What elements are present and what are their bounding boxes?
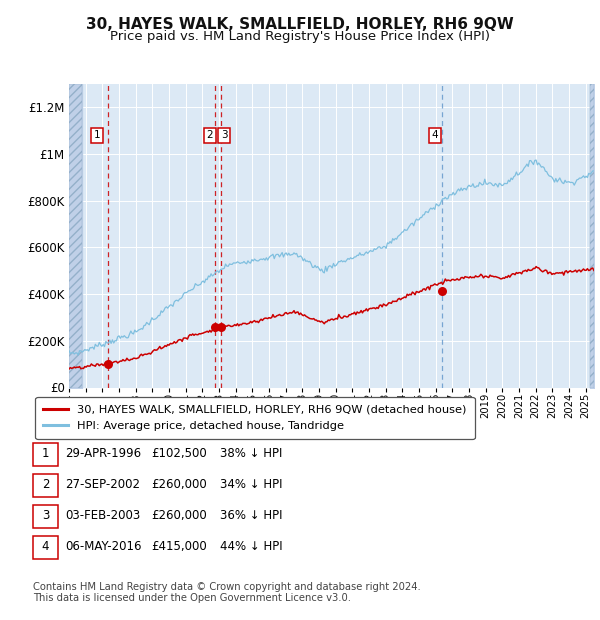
Text: 4: 4 [431,130,438,140]
Text: 44% ↓ HPI: 44% ↓ HPI [220,541,283,553]
Text: Price paid vs. HM Land Registry's House Price Index (HPI): Price paid vs. HM Land Registry's House … [110,30,490,43]
Text: 1: 1 [42,448,49,460]
Text: 36% ↓ HPI: 36% ↓ HPI [220,510,283,522]
Text: 27-SEP-2002: 27-SEP-2002 [65,479,140,491]
Text: Contains HM Land Registry data © Crown copyright and database right 2024.
This d: Contains HM Land Registry data © Crown c… [33,582,421,603]
Text: £260,000: £260,000 [151,510,207,522]
Text: 3: 3 [221,130,227,140]
Text: 29-APR-1996: 29-APR-1996 [65,448,142,460]
Text: 4: 4 [42,541,49,553]
Text: 30, HAYES WALK, SMALLFIELD, HORLEY, RH6 9QW: 30, HAYES WALK, SMALLFIELD, HORLEY, RH6 … [86,17,514,32]
Text: 3: 3 [42,510,49,522]
Text: £415,000: £415,000 [151,541,207,553]
Text: 34% ↓ HPI: 34% ↓ HPI [220,479,283,491]
Text: 2: 2 [42,479,49,491]
Legend: 30, HAYES WALK, SMALLFIELD, HORLEY, RH6 9QW (detached house), HPI: Average price: 30, HAYES WALK, SMALLFIELD, HORLEY, RH6 … [35,397,475,439]
Text: 03-FEB-2003: 03-FEB-2003 [65,510,140,522]
Text: 1: 1 [94,130,101,140]
Text: 38% ↓ HPI: 38% ↓ HPI [220,448,283,460]
Text: £260,000: £260,000 [151,479,207,491]
Text: £102,500: £102,500 [151,448,207,460]
Text: 2: 2 [206,130,213,140]
Text: 06-MAY-2016: 06-MAY-2016 [65,541,142,553]
